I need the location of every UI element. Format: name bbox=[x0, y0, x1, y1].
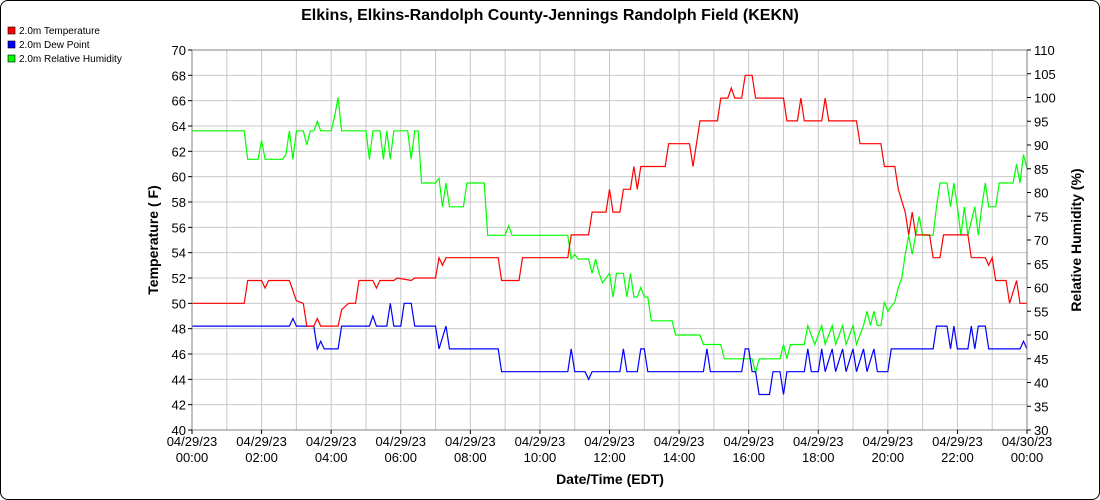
x-tick-time: 10:00 bbox=[524, 450, 557, 465]
legend: 2.0m Temperature 2.0m Dew Point 2.0m Relat… bbox=[7, 26, 122, 65]
y-tick-label: 66 bbox=[172, 94, 186, 109]
y-tick-label: 40 bbox=[172, 423, 186, 438]
x-tick-date: 04/29/23 bbox=[445, 434, 496, 449]
x-tick-time: 16:00 bbox=[732, 450, 765, 465]
chart-title: Elkins, Elkins-Randolph County-Jennings … bbox=[301, 7, 799, 24]
legend-swatch bbox=[7, 40, 16, 49]
x-tick-date: 04/29/23 bbox=[515, 434, 566, 449]
x-tick-time: 08:00 bbox=[454, 450, 487, 465]
y-tick-label: 68 bbox=[172, 68, 186, 83]
legend-label: 2.0m Temperature bbox=[19, 26, 100, 37]
x-tick-time: 18:00 bbox=[802, 450, 835, 465]
y-tick-label: 62 bbox=[172, 144, 186, 159]
x-tick-date: 04/29/23 bbox=[793, 434, 844, 449]
y2-axis-ticks: 30 35 40 45 50 55 60 65 70 75 80 85 90 95 100 105 110 bbox=[1027, 43, 1056, 438]
x-tick-date: 04/29/23 bbox=[654, 434, 705, 449]
x-tick-time: 00:00 bbox=[176, 450, 209, 465]
y-tick-label: 70 bbox=[172, 43, 186, 58]
legend-swatch bbox=[7, 54, 16, 63]
legend-swatch bbox=[7, 26, 16, 35]
x-tick-time: 22:00 bbox=[941, 450, 974, 465]
y2-tick-label: 65 bbox=[1034, 257, 1048, 272]
y2-tick-label: 50 bbox=[1034, 328, 1048, 343]
x-tick-time: 06:00 bbox=[384, 450, 417, 465]
x-axis-title: Date/Time (EDT) bbox=[556, 471, 664, 487]
y2-tick-label: 100 bbox=[1034, 91, 1056, 106]
series-layer bbox=[192, 74, 1028, 396]
y2-tick-label: 55 bbox=[1034, 304, 1048, 319]
x-tick-date: 04/29/23 bbox=[375, 434, 426, 449]
x-tick-time: 04:00 bbox=[315, 450, 348, 465]
y-tick-label: 48 bbox=[172, 322, 186, 337]
y-tick-label: 44 bbox=[172, 372, 186, 387]
y2-tick-label: 45 bbox=[1034, 352, 1048, 367]
y-tick-label: 58 bbox=[172, 195, 186, 210]
y-tick-label: 64 bbox=[172, 119, 186, 134]
legend-label: 2.0m Relative Humidity bbox=[19, 54, 122, 65]
x-tick-date: 04/29/23 bbox=[236, 434, 287, 449]
x-axis-ticks: 04/29/2300:0004/29/2302:0004/29/2304:000… bbox=[167, 430, 1053, 465]
legend-label: 2.0m Dew Point bbox=[19, 40, 90, 51]
y2-tick-label: 40 bbox=[1034, 376, 1048, 391]
y-tick-label: 42 bbox=[172, 398, 186, 413]
y2-tick-label: 110 bbox=[1034, 43, 1055, 58]
y-axis-title: Temperature ( F) bbox=[145, 185, 161, 294]
y-tick-label: 46 bbox=[172, 347, 186, 362]
x-tick-time: 12:00 bbox=[593, 450, 626, 465]
y2-tick-label: 105 bbox=[1034, 67, 1056, 82]
y2-tick-label: 30 bbox=[1034, 423, 1048, 438]
y2-axis-title: Relative Humidity (%) bbox=[1068, 168, 1084, 311]
y-tick-label: 52 bbox=[172, 271, 186, 286]
series-line-2-0m-temperature bbox=[192, 74, 1027, 327]
x-tick-time: 14:00 bbox=[663, 450, 696, 465]
y-tick-label: 60 bbox=[172, 170, 186, 185]
y2-tick-label: 90 bbox=[1034, 138, 1048, 153]
x-tick-time: 00:00 bbox=[1011, 450, 1044, 465]
y-axis-ticks: 40 42 44 46 48 50 52 54 56 58 60 62 64 66 68 70 bbox=[172, 43, 192, 438]
y-tick-label: 54 bbox=[172, 246, 186, 261]
x-tick-date: 04/29/23 bbox=[932, 434, 983, 449]
x-tick-time: 02:00 bbox=[245, 450, 278, 465]
x-tick-date: 04/29/23 bbox=[584, 434, 635, 449]
y-tick-label: 56 bbox=[172, 220, 186, 235]
series-line-2-0m-dew-point bbox=[192, 302, 1028, 396]
y2-tick-label: 95 bbox=[1034, 114, 1048, 129]
y2-tick-label: 80 bbox=[1034, 186, 1048, 201]
x-tick-date: 04/29/23 bbox=[306, 434, 357, 449]
x-tick-date: 04/30/23 bbox=[1002, 434, 1053, 449]
y2-tick-label: 60 bbox=[1034, 281, 1048, 296]
y2-tick-label: 35 bbox=[1034, 399, 1048, 414]
y-tick-label: 50 bbox=[172, 296, 186, 311]
y2-tick-label: 85 bbox=[1034, 162, 1048, 177]
y2-tick-label: 70 bbox=[1034, 233, 1048, 248]
x-tick-date: 04/29/23 bbox=[167, 434, 218, 449]
x-tick-date: 04/29/23 bbox=[723, 434, 774, 449]
y2-tick-label: 75 bbox=[1034, 209, 1048, 224]
x-tick-time: 20:00 bbox=[872, 450, 905, 465]
x-tick-date: 04/29/23 bbox=[863, 434, 914, 449]
